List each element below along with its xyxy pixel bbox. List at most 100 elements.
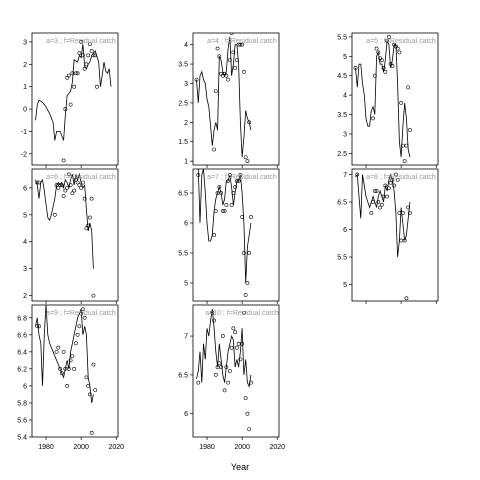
y-tick-label: 2: [23, 62, 27, 69]
data-point: [66, 172, 71, 177]
data-point: [68, 183, 73, 188]
y-tick-label: 5: [343, 282, 347, 289]
data-point: [82, 196, 87, 201]
panel-8: 5 5.5 6 6.5 7 a=8 ; f=Residual catch: [337, 168, 439, 304]
y-tick-label: -1: [21, 129, 27, 136]
data-point: [238, 357, 243, 362]
data-point: [88, 215, 92, 220]
data-point: [390, 64, 395, 68]
data-point: [77, 183, 82, 188]
data-point: [245, 281, 250, 285]
y-tick-label: 1: [184, 159, 188, 166]
data-point: [236, 42, 241, 47]
data-point: [226, 77, 231, 82]
data-point: [404, 296, 409, 301]
data-point: [196, 173, 201, 177]
data-point: [82, 66, 87, 71]
y-tick-label: 4: [343, 93, 347, 100]
data-point: [379, 58, 384, 63]
data-point: [220, 209, 225, 213]
data-point: [406, 85, 411, 90]
data-point: [233, 330, 238, 335]
data-point: [372, 73, 377, 78]
data-point: [70, 191, 75, 196]
data-point: [93, 388, 98, 393]
data-point: [397, 211, 402, 215]
y-tick-label: 6: [23, 185, 27, 192]
data-point: [404, 143, 409, 148]
data-point: [91, 53, 96, 58]
data-point: [84, 62, 89, 67]
data-point: [65, 384, 70, 388]
data-point: [86, 53, 91, 58]
x-axis-title: Year: [231, 462, 249, 472]
series-line: [196, 308, 252, 388]
y-tick-label: 5.5: [178, 251, 188, 258]
data-point: [219, 365, 223, 370]
data-point: [217, 185, 222, 189]
data-point: [224, 73, 229, 78]
panel-5: 5 5.5 6 6.5 a=7 ; f=Residual catch: [178, 168, 280, 304]
x-tick-label: 2000: [234, 444, 250, 451]
data-point: [77, 324, 82, 329]
data-point: [399, 238, 404, 243]
data-point: [68, 358, 73, 363]
data-point: [222, 388, 227, 393]
data-point: [241, 251, 246, 255]
panel-frame: [31, 32, 119, 166]
data-point: [63, 107, 68, 111]
series-line: [35, 44, 112, 141]
data-point: [378, 205, 382, 210]
data-point: [231, 191, 236, 195]
panel-frame: [351, 168, 439, 302]
data-point: [35, 324, 40, 329]
data-point: [91, 362, 96, 367]
data-point: [229, 203, 234, 207]
data-point: [56, 185, 61, 190]
panel-frame: [351, 32, 439, 166]
data-point: [88, 42, 92, 47]
data-point: [73, 341, 78, 346]
data-point: [392, 183, 397, 188]
data-point: [227, 58, 232, 63]
data-point: [383, 69, 388, 74]
data-point: [236, 179, 241, 183]
y-tick-label: 6.5: [178, 191, 188, 198]
data-point: [59, 183, 64, 188]
panel-6: 6 6.5 7 1980 2000 2020 a=10 ; f=Residual catch: [178, 304, 285, 451]
plot-area: [35, 305, 98, 435]
data-point: [388, 180, 393, 185]
y-tick-label: 5.5: [337, 34, 347, 41]
data-point: [220, 334, 225, 338]
y-tick-label: 6: [184, 411, 188, 418]
x-tick-label: 1980: [38, 444, 54, 451]
data-point: [217, 361, 222, 366]
data-point: [220, 73, 225, 78]
data-point: [399, 100, 404, 105]
data-point: [52, 212, 57, 217]
data-point: [385, 194, 390, 199]
y-tick-label: 4.5: [337, 73, 347, 80]
data-point: [381, 194, 386, 199]
y-tick-label: 5.4: [17, 435, 27, 442]
data-point: [217, 54, 222, 59]
panel-2: 2 3 4 5 6 a=6 ; f=Residual catch: [23, 168, 119, 304]
data-point: [70, 354, 75, 358]
data-point: [234, 58, 239, 63]
data-point: [383, 183, 388, 188]
y-tick-label: 6.8: [17, 315, 27, 322]
data-point: [80, 53, 85, 58]
data-point: [376, 200, 381, 204]
data-point: [66, 73, 71, 78]
data-point: [229, 33, 234, 35]
data-point: [231, 326, 236, 331]
data-point: [355, 172, 360, 177]
plot-area: [194, 33, 252, 164]
data-point: [241, 69, 246, 74]
y-tick-label: 5: [23, 212, 27, 219]
panel-3: 5.4 5.6 5.8 6 6.2 6.4 6.6 6.8 1980 2000 2020 a=9 ; …: [17, 304, 124, 451]
data-point: [243, 293, 248, 297]
data-point: [89, 196, 94, 201]
data-point: [238, 42, 243, 47]
y-tick-label: 6: [184, 221, 188, 228]
